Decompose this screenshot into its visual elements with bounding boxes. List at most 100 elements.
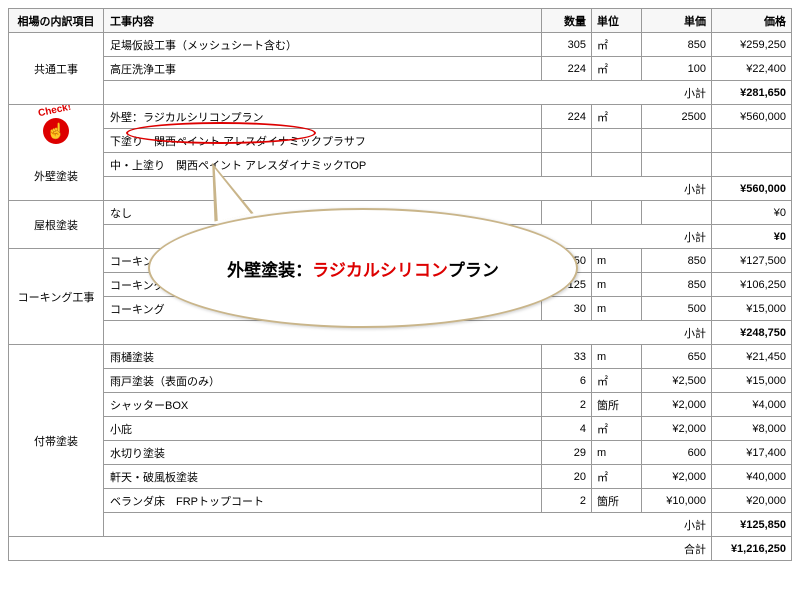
category-cell: コーキング工事 <box>9 249 104 345</box>
table-row: 雨戸塗装（表面のみ）6㎡¥2,500¥15,000 <box>9 369 792 393</box>
cell-desc: 軒天・破風板塗装 <box>104 465 542 489</box>
cell-price: 650 <box>642 345 712 369</box>
cell-unit <box>592 201 642 225</box>
cell-desc: 水切り塗装 <box>104 441 542 465</box>
header-unit: 単位 <box>592 9 642 33</box>
estimate-table-wrap: 相場の内訳項目 工事内容 数量 単位 単価 価格 共通工事足場仮設工事（メッシュ… <box>8 8 792 561</box>
cell-unit: ㎡ <box>592 105 642 129</box>
subtotal-value: ¥281,650 <box>712 81 792 105</box>
table-row: 共通工事足場仮設工事（メッシュシート含む）305㎡850¥259,250 <box>9 33 792 57</box>
cell-price: ¥2,000 <box>642 393 712 417</box>
header-total: 価格 <box>712 9 792 33</box>
subtotal-value: ¥248,750 <box>712 321 792 345</box>
cell-qty: 2 <box>542 393 592 417</box>
cell-total: ¥15,000 <box>712 369 792 393</box>
cell-total: ¥15,000 <box>712 297 792 321</box>
subtotal-row: 小計¥125,850 <box>9 513 792 537</box>
cell-desc: 雨樋塗装 <box>104 345 542 369</box>
cell-qty: 224 <box>542 105 592 129</box>
subtotal-row: 小計¥281,650 <box>9 81 792 105</box>
cell-desc: 雨戸塗装（表面のみ） <box>104 369 542 393</box>
cell-unit: ㎡ <box>592 57 642 81</box>
header-category: 相場の内訳項目 <box>9 9 104 33</box>
cell-unit: ㎡ <box>592 369 642 393</box>
grand-total-row: 合計¥1,216,250 <box>9 537 792 561</box>
cell-price: 600 <box>642 441 712 465</box>
cell-qty <box>542 129 592 153</box>
cell-unit <box>592 129 642 153</box>
callout-bubble: 外壁塗装：ラジカルシリコンプラン <box>148 208 578 328</box>
cell-total: ¥20,000 <box>712 489 792 513</box>
callout-prefix: 外壁塗装： <box>227 256 312 281</box>
table-row: 軒天・破風板塗装20㎡¥2,000¥40,000 <box>9 465 792 489</box>
table-row: 水切り塗装29m600¥17,400 <box>9 441 792 465</box>
cell-unit: ㎡ <box>592 465 642 489</box>
subtotal-value: ¥0 <box>712 225 792 249</box>
cell-total: ¥21,450 <box>712 345 792 369</box>
cell-qty: 4 <box>542 417 592 441</box>
cell-total: ¥127,500 <box>712 249 792 273</box>
cell-total: ¥40,000 <box>712 465 792 489</box>
cell-desc: 高圧洗浄工事 <box>104 57 542 81</box>
cell-total: ¥22,400 <box>712 57 792 81</box>
category-cell: 付帯塗装 <box>9 345 104 537</box>
grand-total-value: ¥1,216,250 <box>712 537 792 561</box>
cell-unit: 箇所 <box>592 393 642 417</box>
cell-unit: 箇所 <box>592 489 642 513</box>
callout-suffix: プラン <box>448 256 499 281</box>
cell-desc: 下塗り 関西ペイント アレスダイナミックプラサフ <box>104 129 542 153</box>
cell-unit <box>592 153 642 177</box>
cell-price: 850 <box>642 273 712 297</box>
cell-total <box>712 153 792 177</box>
table-row: 中・上塗り 関西ペイント アレスダイナミックTOP <box>9 153 792 177</box>
cell-qty: 6 <box>542 369 592 393</box>
table-row: 下塗り 関西ペイント アレスダイナミックプラサフ <box>9 129 792 153</box>
cell-unit: m <box>592 441 642 465</box>
cell-qty: 2 <box>542 489 592 513</box>
cell-qty: 30 <box>542 297 592 321</box>
cell-desc: ベランダ床 FRPトップコート <box>104 489 542 513</box>
subtotal-label: 小計 <box>104 81 712 105</box>
cell-total: ¥4,000 <box>712 393 792 417</box>
header-row: 相場の内訳項目 工事内容 数量 単位 単価 価格 <box>9 9 792 33</box>
cell-qty: 20 <box>542 465 592 489</box>
cell-price: 500 <box>642 297 712 321</box>
cell-unit: m <box>592 297 642 321</box>
cell-desc: 中・上塗り 関西ペイント アレスダイナミックTOP <box>104 153 542 177</box>
category-cell: 屋根塗装 <box>9 201 104 249</box>
hand-icon: ☝ <box>47 124 66 139</box>
cell-price: 850 <box>642 33 712 57</box>
subtotal-row: 小計¥560,000 <box>9 177 792 201</box>
cell-qty: 224 <box>542 57 592 81</box>
table-row: ベランダ床 FRPトップコート2箇所¥10,000¥20,000 <box>9 489 792 513</box>
cell-total: ¥106,250 <box>712 273 792 297</box>
cell-unit: m <box>592 273 642 297</box>
cell-price: ¥2,000 <box>642 417 712 441</box>
cell-price <box>642 201 712 225</box>
cell-qty <box>542 201 592 225</box>
cell-qty <box>542 153 592 177</box>
cell-total: ¥560,000 <box>712 105 792 129</box>
cell-qty: 305 <box>542 33 592 57</box>
header-price: 単価 <box>642 9 712 33</box>
cell-unit: m <box>592 345 642 369</box>
cell-qty: 33 <box>542 345 592 369</box>
cell-price <box>642 129 712 153</box>
cell-desc: シャッターBOX <box>104 393 542 417</box>
cell-unit: ㎡ <box>592 417 642 441</box>
table-row: 高圧洗浄工事224㎡100¥22,400 <box>9 57 792 81</box>
cell-qty: 29 <box>542 441 592 465</box>
cell-total <box>712 129 792 153</box>
cell-price: 2500 <box>642 105 712 129</box>
cell-desc: 小庇 <box>104 417 542 441</box>
cell-total: ¥17,400 <box>712 441 792 465</box>
subtotal-label: 小計 <box>104 513 712 537</box>
callout-highlight: ラジカルシリコン <box>312 256 448 281</box>
check-icon: Check!☝ <box>37 109 75 147</box>
cell-unit: ㎡ <box>592 33 642 57</box>
category-name: 外壁塗装 <box>14 168 98 184</box>
cell-total: ¥259,250 <box>712 33 792 57</box>
cell-total: ¥8,000 <box>712 417 792 441</box>
cell-price: ¥2,500 <box>642 369 712 393</box>
category-cell: 共通工事 <box>9 33 104 105</box>
